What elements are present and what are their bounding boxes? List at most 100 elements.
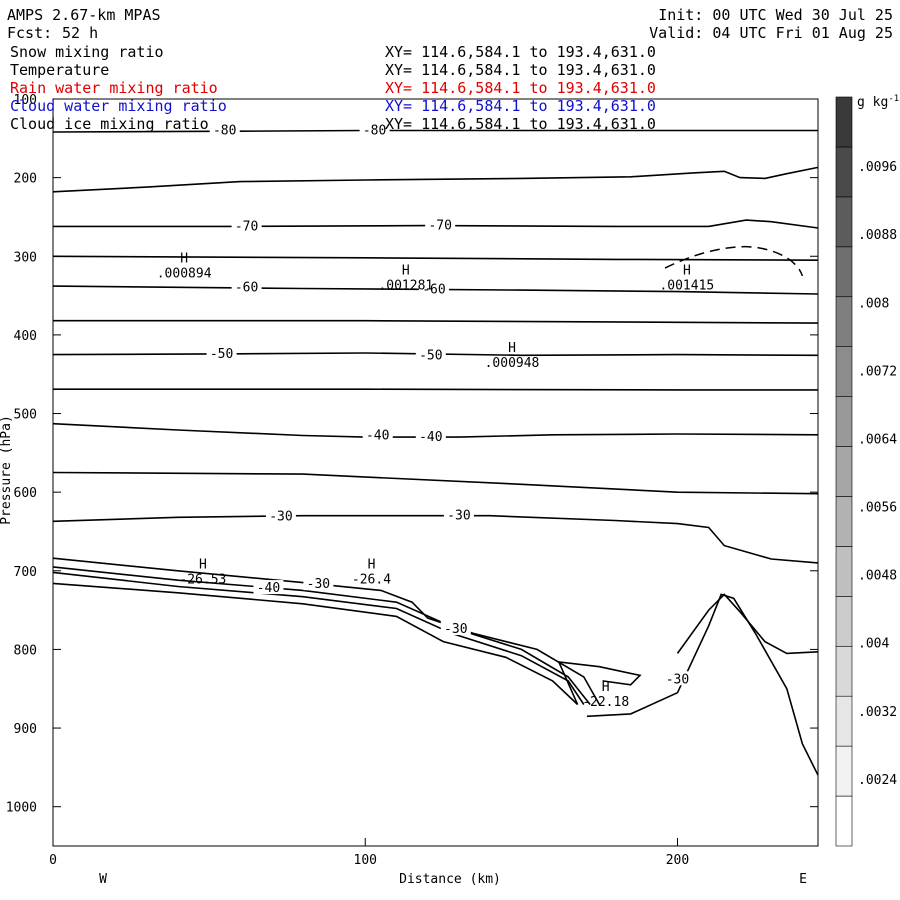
contour-label: -30 — [444, 622, 467, 637]
isotherm-line — [53, 319, 819, 324]
legend-field-name: Rain water mixing ratio — [10, 79, 218, 97]
colorbar-bin — [835, 396, 853, 447]
colorbar-tick-label: .0072 — [858, 364, 897, 379]
high-value: .000894 — [157, 266, 212, 281]
contour-label: -60 — [422, 282, 445, 297]
contour-label-bg — [415, 347, 446, 362]
isotherm-line — [52, 582, 579, 706]
high-value: -26.53 — [179, 572, 226, 587]
cloud-water-contour — [664, 246, 804, 277]
colorbar-bin — [835, 645, 853, 697]
model-title: AMPS 2.67-km MPAS — [7, 6, 161, 24]
colorbar-bin — [835, 496, 853, 547]
isotherm-line — [52, 514, 819, 564]
isotherm-line — [676, 593, 819, 655]
high-value: .001415 — [659, 278, 714, 293]
legend-field-name: Cloud ice mixing ratio — [10, 115, 209, 133]
x-tick-label: 200 — [666, 853, 689, 868]
contour-label: -60 — [235, 281, 258, 296]
high-marker: H — [402, 263, 410, 278]
colorbar-bin — [835, 546, 853, 597]
legend-field-xy: XY= 114.6,584.1 to 193.4,631.0 — [385, 43, 656, 61]
contour-label: -40 — [257, 581, 280, 596]
legend-field-name: Temperature — [10, 61, 109, 79]
y-tick-label: 200 — [14, 172, 37, 187]
forecast-label: Fcst: — [7, 24, 52, 42]
isotherm-line — [52, 571, 585, 705]
contour-label: -30 — [447, 509, 470, 524]
legend-field-name: Snow mixing ratio — [10, 43, 164, 61]
header: AMPS 2.67-km MPAS Fcst: 52 h Init: 00 UT… — [7, 6, 893, 42]
y-tick-label: 900 — [14, 722, 37, 737]
contour-label-bg — [265, 508, 296, 523]
high-value: -22.18 — [582, 695, 629, 710]
colorbar-tick-label: .004 — [858, 637, 889, 652]
contour-label: -40 — [419, 430, 442, 445]
isotherm-line — [52, 129, 818, 133]
east-label: E — [799, 872, 807, 887]
isotherm-line — [52, 557, 601, 705]
colorbar-unit: g kg-1 — [857, 94, 899, 110]
colorbar-bin — [835, 196, 853, 248]
legend-field-xy: XY= 114.6,584.1 to 193.4,631.0 — [385, 61, 656, 79]
y-tick-label: 800 — [14, 643, 37, 658]
high-marker: H — [683, 263, 691, 278]
colorbar-tick-label: .0056 — [858, 501, 897, 516]
contour-label-bg — [253, 580, 284, 595]
contour-label-bg — [443, 507, 474, 522]
contour-label: -30 — [307, 577, 330, 592]
colorbar-tick-label: .0064 — [858, 432, 897, 447]
contour-label-bg — [425, 217, 456, 232]
plot-area: -80 -80 -70 -70 -60 -60 -50 -50 -40 -40 -30 -30 -40 -… — [6, 93, 819, 868]
contour-label: -30 — [269, 510, 292, 525]
colorbar-bin — [835, 795, 853, 847]
legend-field-xy: XY= 114.6,584.1 to 193.4,631.0 — [385, 97, 656, 115]
isotherm-line — [52, 566, 591, 705]
contour-label: -50 — [419, 348, 442, 363]
isotherm-line — [52, 255, 819, 261]
legend-field-xy: XY= 114.6,584.1 to 193.4,631.0 — [385, 79, 656, 97]
contour-label: -80 — [363, 123, 386, 138]
contour-label-bg — [418, 281, 449, 296]
y-tick-label: 500 — [14, 408, 37, 423]
west-label: W — [99, 872, 107, 887]
high-marker: H — [508, 341, 516, 356]
x-tick-label: 0 — [49, 853, 57, 868]
init-time: Init: 00 UTC Wed 30 Jul 25 — [658, 6, 893, 24]
isotherm-line — [52, 471, 819, 495]
colorbar-tick-label: .008 — [858, 296, 889, 311]
y-tick-label: 1000 — [6, 801, 37, 816]
isotherm-line — [586, 593, 819, 776]
colorbar-bin — [835, 96, 853, 148]
contour-label-bg — [303, 576, 334, 591]
colorbar-bin — [835, 695, 853, 747]
high-marker: H — [180, 251, 188, 266]
high-marker: H — [602, 680, 610, 695]
colorbar-tick-label: .0096 — [858, 160, 897, 175]
axis-titles: Distance (km) Pressure (hPa) W E — [0, 415, 807, 887]
colorbar-bin — [835, 296, 853, 347]
isotherm-line — [557, 661, 642, 705]
colorbar-bin — [835, 446, 853, 497]
isotherm-line — [53, 219, 819, 229]
colorbar-bin — [835, 246, 853, 298]
isotherm-line — [52, 422, 819, 438]
contour-label: -40 — [366, 429, 389, 444]
contour-label-bg — [231, 279, 262, 294]
contour-label-bg — [231, 218, 262, 233]
high-marker: H — [199, 557, 207, 572]
x-axis-label: Distance (km) — [399, 872, 501, 887]
legend-field-name: Cloud water mixing ratio — [10, 97, 227, 115]
contour-label-bg — [359, 122, 390, 137]
contour-label: -50 — [210, 347, 233, 362]
contour-label-bg — [362, 427, 393, 442]
colorbar-tick-label: .0032 — [858, 705, 897, 720]
high-value: .000948 — [485, 356, 540, 371]
contour-label-bg — [415, 429, 446, 444]
colorbar-bin — [835, 745, 853, 797]
colorbar-bin — [835, 346, 853, 397]
contour-label-bg — [209, 122, 240, 137]
y-tick-label: 400 — [14, 329, 37, 344]
y-tick-label: 100 — [14, 93, 37, 108]
